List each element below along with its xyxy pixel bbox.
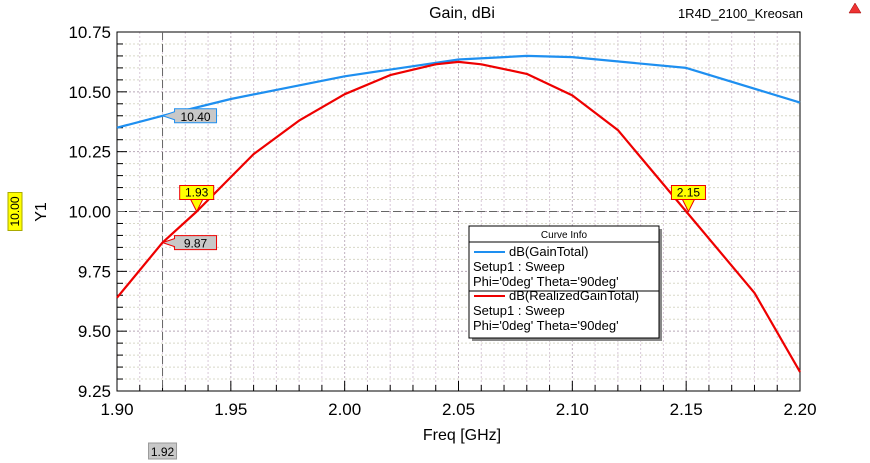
value-marker-box: [160, 108, 218, 124]
marker-label: 2.15: [677, 186, 701, 200]
value-marker-box: [160, 235, 218, 251]
marker-triangle-icon: [681, 199, 696, 213]
chart-title: Gain, dBi: [429, 5, 495, 22]
y-cursor-label: 10.00: [8, 196, 22, 226]
x-axis-label: Freq [GHz]: [423, 427, 501, 444]
y-axis-label: Y1: [33, 202, 50, 222]
x-tick-label: 1.95: [214, 400, 247, 419]
legend-title: Curve Info: [541, 230, 588, 241]
value-marker-label: 9.87: [184, 237, 208, 251]
legend-series-name: dB(RealizedGainTotal): [509, 288, 639, 303]
ansys-logo-icon: [848, 2, 862, 14]
legend-box: [468, 225, 660, 339]
y-tick-label: 10.75: [68, 23, 111, 42]
x-tick-label: 2.15: [670, 400, 703, 419]
marker-triangle-icon: [189, 199, 204, 213]
y-tick-label: 9.25: [78, 382, 111, 401]
x-cursor-badge: [148, 442, 178, 460]
marker-label: 1.93: [185, 186, 209, 200]
project-label: 1R4D_2100_Kreosan: [678, 6, 803, 21]
legend-series-setup: Setup1 : Sweep: [473, 259, 565, 274]
y-tick-label: 9.50: [78, 322, 111, 341]
x-cursor-label: 1.92: [151, 445, 175, 459]
y-tick-label: 10.25: [68, 143, 111, 162]
y-cursor-badge: [7, 192, 23, 231]
x-tick-label: 1.90: [100, 400, 133, 419]
y-tick-label: 9.75: [78, 262, 111, 281]
series-line-dbrealizedgaintotal: [116, 60, 801, 373]
legend-series-setup: Setup1 : Sweep: [473, 303, 565, 318]
x-tick-label: 2.00: [328, 400, 361, 419]
x-tick-label: 2.05: [442, 400, 475, 419]
x-tick-label: 2.20: [783, 400, 816, 419]
legend-series-params: Phi='0deg' Theta='90deg': [473, 318, 619, 333]
y-tick-label: 10.50: [68, 83, 111, 102]
y-tick-label: 10.00: [68, 203, 111, 222]
value-marker-label: 10.40: [181, 110, 211, 124]
x-tick-label: 2.10: [556, 400, 589, 419]
legend-series-params: Phi='0deg' Theta='90deg': [473, 274, 619, 289]
legend-series-name: dB(GainTotal): [509, 244, 588, 259]
